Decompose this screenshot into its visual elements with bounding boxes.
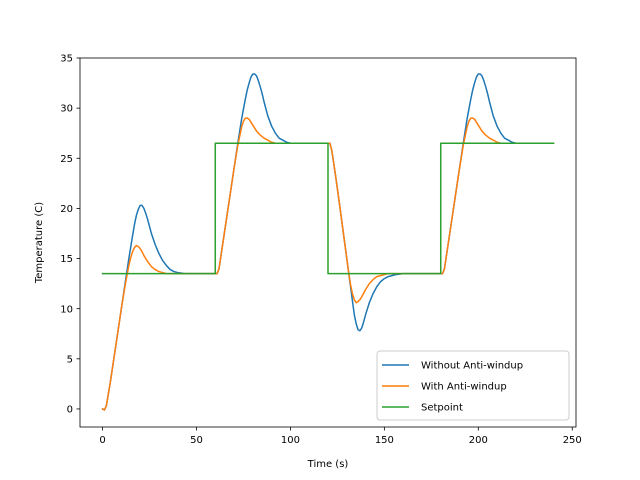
y-tick-label: 5 xyxy=(67,354,73,365)
x-axis-label: Time (s) xyxy=(307,459,349,470)
y-tick-label: 30 xyxy=(60,104,73,115)
y-axis-label: Temperature (C) xyxy=(34,202,45,284)
x-tick-label: 100 xyxy=(281,435,300,446)
plot-frame xyxy=(79,57,577,428)
y-tick-label: 10 xyxy=(60,304,73,315)
x-tick-label: 150 xyxy=(375,435,394,446)
legend-label: Setpoint xyxy=(421,403,463,414)
legend-label: Without Anti-windup xyxy=(421,361,523,372)
series-layer xyxy=(101,73,555,411)
y-tick-label: 35 xyxy=(60,54,73,65)
y-tick-label: 15 xyxy=(60,254,73,265)
x-tick-label: 0 xyxy=(99,435,105,446)
y-tick-label: 0 xyxy=(67,405,73,416)
x-tick-label: 250 xyxy=(563,435,582,446)
x-tick-label: 50 xyxy=(190,435,203,446)
series-line-setpoint xyxy=(101,142,555,275)
x-tick-label: 200 xyxy=(469,435,488,446)
legend-frame xyxy=(376,350,570,421)
legend: Without Anti-windup With Anti-windup Setpo… xyxy=(376,350,570,421)
x-axis: 0 50 100 150 200 250 xyxy=(99,427,582,446)
y-tick-label: 20 xyxy=(60,204,73,215)
legend-label: With Anti-windup xyxy=(421,382,507,393)
y-axis: 0 5 10 15 20 25 30 35 xyxy=(60,54,80,416)
y-tick-label: 25 xyxy=(60,154,73,165)
